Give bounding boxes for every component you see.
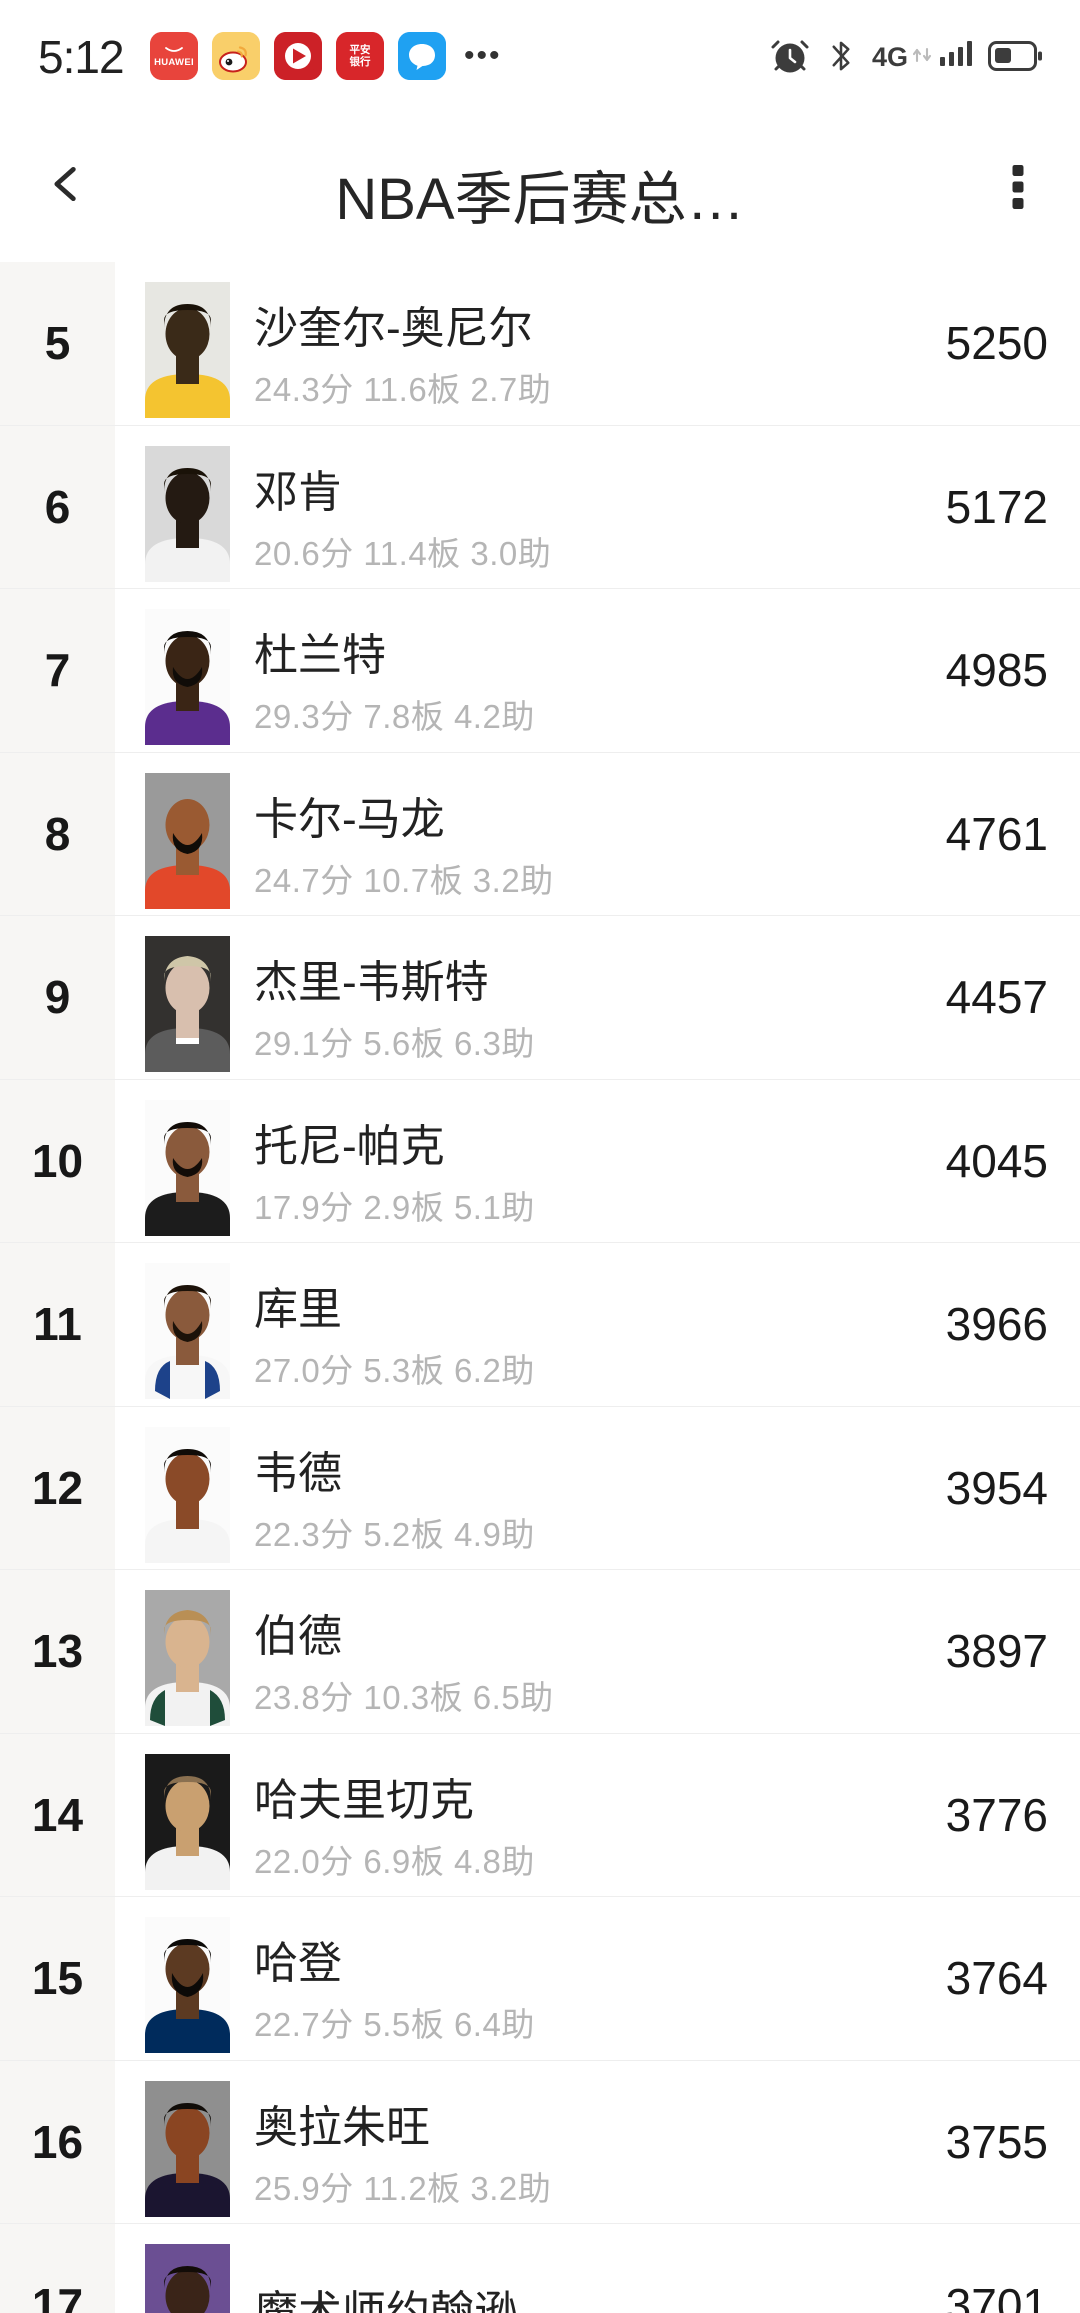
svg-text:银行: 银行	[350, 55, 371, 68]
svg-text:平安: 平安	[350, 43, 371, 56]
svg-text:HUAWEI: HUAWEI	[154, 57, 194, 68]
